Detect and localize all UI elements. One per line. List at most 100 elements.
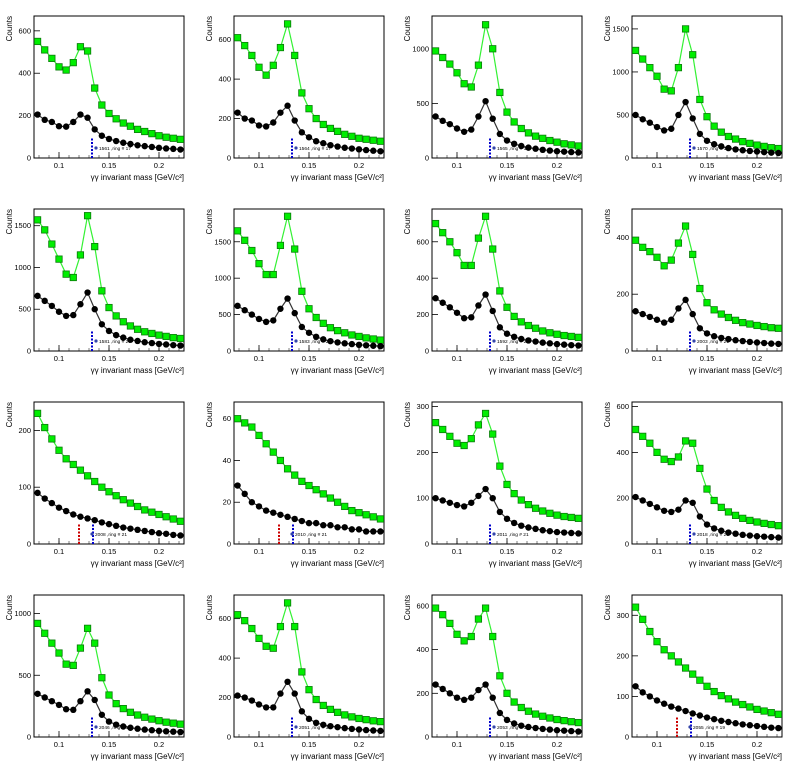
data-point — [291, 471, 299, 479]
x-axis-title: γγ invariant mass [GeV/c²] — [489, 366, 582, 375]
data-point — [248, 697, 256, 704]
data-point — [112, 721, 120, 728]
x-axis-title: γγ invariant mass [GeV/c²] — [291, 366, 384, 375]
data-point — [262, 704, 270, 711]
data-point — [553, 138, 561, 146]
data-point — [468, 314, 475, 321]
data-point — [105, 691, 113, 699]
x-tick-label: 0.1 — [54, 161, 64, 170]
data-point — [668, 316, 675, 323]
data-point — [532, 724, 539, 732]
data-point — [169, 134, 177, 142]
data-point — [162, 530, 170, 537]
data-point — [760, 519, 768, 527]
data-point — [760, 339, 768, 347]
data-point — [170, 341, 177, 349]
data-point — [62, 66, 70, 74]
panel-label: 1592 ,ring # 20 — [497, 339, 529, 345]
data-point — [732, 146, 739, 153]
data-point — [33, 619, 42, 628]
data-point — [746, 722, 754, 729]
data-point — [83, 47, 92, 55]
x-tick-label: 0.15 — [500, 740, 515, 749]
label-dot — [94, 339, 98, 343]
data-point — [460, 441, 468, 450]
data-point — [753, 722, 761, 730]
y-tick-label: 200 — [218, 114, 231, 123]
data-point — [510, 519, 518, 527]
data-point — [482, 98, 489, 105]
x-tick-label: 0.2 — [154, 547, 164, 556]
data-point — [467, 632, 475, 641]
data-point — [539, 527, 546, 534]
data-point — [162, 133, 170, 141]
y-tick-label: 0 — [625, 540, 629, 549]
data-point — [333, 498, 342, 506]
data-point — [98, 132, 106, 139]
data-point — [524, 129, 533, 137]
data-point — [248, 499, 256, 506]
series-line — [635, 224, 779, 329]
data-point — [460, 315, 468, 322]
data-point — [531, 132, 540, 140]
data-point — [262, 71, 270, 79]
chart-panel: 0.1 0.15 0.2 0 500 1000 γγ invariant mass [GeV… — [5, 594, 185, 761]
data-point — [298, 287, 306, 295]
data-point — [639, 310, 646, 318]
data-point — [91, 516, 98, 524]
data-point — [155, 717, 163, 725]
data-point — [369, 513, 377, 521]
data-point — [524, 501, 533, 509]
y-axis-title: Counts — [403, 595, 412, 620]
data-point — [33, 409, 42, 417]
data-point — [133, 125, 142, 133]
data-point — [127, 525, 134, 532]
panel-label: 1565 ,ring # 17 — [497, 146, 529, 152]
data-point — [467, 435, 475, 443]
data-point — [667, 652, 675, 660]
data-point — [510, 140, 518, 147]
data-point — [546, 147, 554, 154]
x-tick-label: 0.1 — [254, 740, 264, 749]
data-point — [162, 341, 170, 348]
data-point — [248, 51, 256, 60]
data-point — [141, 328, 149, 336]
x-tick-label: 0.15 — [302, 740, 317, 749]
data-point — [553, 511, 561, 519]
data-point — [162, 728, 170, 735]
data-point — [696, 325, 704, 332]
x-tick-label: 0.2 — [552, 740, 562, 749]
data-point — [277, 109, 284, 116]
data-point — [739, 319, 747, 327]
data-point — [312, 138, 320, 145]
data-point — [681, 222, 690, 230]
data-point — [334, 524, 341, 531]
plot-frame — [431, 208, 583, 352]
data-point — [84, 515, 91, 522]
chart-panel: 0.1 0.15 0.2 0 200 400 600 γγ invariant mass [G… — [403, 208, 583, 375]
label-dot — [692, 532, 696, 536]
data-point — [162, 332, 170, 340]
data-point — [568, 727, 575, 735]
data-point — [560, 341, 568, 348]
x-tick-label: 0.2 — [354, 740, 364, 749]
data-point — [574, 718, 583, 727]
data-point — [134, 337, 141, 345]
data-point — [760, 707, 768, 715]
y-tick-label: 200 — [18, 111, 31, 120]
x-tick-label: 0.15 — [700, 547, 715, 556]
x-tick-label: 0.1 — [652, 354, 662, 363]
data-point — [703, 299, 711, 307]
data-point — [362, 135, 370, 143]
data-point — [660, 127, 668, 134]
data-point — [725, 335, 732, 343]
plot-frame — [431, 401, 583, 545]
x-tick-label: 0.15 — [302, 547, 317, 556]
data-point — [291, 622, 299, 631]
data-point — [696, 712, 704, 719]
data-point — [489, 430, 497, 438]
chart-panel: 0.1 0.15 0.2 0 200 400 600 γγ invariant mass [G… — [403, 594, 583, 761]
data-point — [362, 334, 370, 342]
data-point — [524, 321, 533, 330]
